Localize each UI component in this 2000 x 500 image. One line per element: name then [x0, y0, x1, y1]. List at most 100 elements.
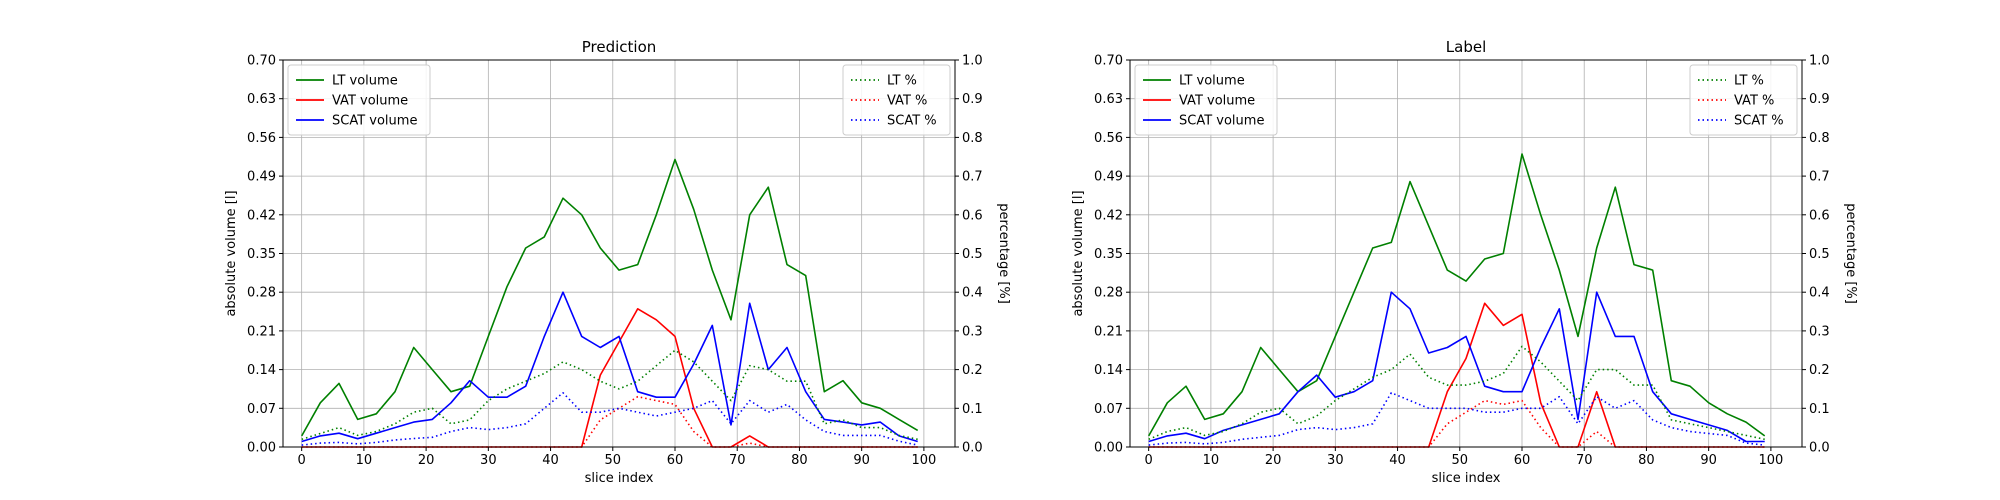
y2-tick-label: 0.6 [1809, 208, 1830, 223]
y2-tick-label: 1.0 [962, 54, 983, 69]
y-tick-label: 0.42 [1094, 208, 1123, 223]
x-tick-label: 30 [480, 453, 497, 468]
y2-tick-label: 0.1 [962, 402, 983, 417]
series-line-scat-volume [1148, 291, 1765, 443]
y-tick-label: 0.00 [1094, 441, 1123, 456]
x-tick-label: 0 [298, 453, 306, 468]
y-tick-label: 0.00 [247, 441, 276, 456]
series-group [301, 158, 919, 448]
x-tick-label: 80 [1638, 453, 1655, 468]
y2-tick-label: 0.5 [1809, 247, 1830, 262]
x-tick-label: 70 [1576, 453, 1593, 468]
y-tick-label: 0.56 [247, 131, 276, 146]
y-tick-label: 0.42 [247, 208, 276, 223]
y2-tick-label: 0.1 [1809, 402, 1830, 417]
y-tick-label: 0.14 [1094, 363, 1123, 378]
series-line-lt-volume [1148, 153, 1766, 437]
x-tick-label: 100 [911, 453, 936, 468]
legend-label: VAT % [1734, 94, 1774, 109]
series-line-lt-volume [301, 158, 919, 437]
legend-box [842, 64, 951, 136]
legend-label: LT % [1734, 74, 1764, 89]
x-tick-label: 50 [1452, 453, 1469, 468]
legend-box [287, 64, 431, 136]
y-tick-label: 0.35 [1094, 247, 1123, 262]
y-tick-label: 0.07 [1094, 402, 1123, 417]
legend-label: VAT volume [332, 94, 408, 109]
x-tick-label: 60 [667, 453, 684, 468]
x-axis-label: slice index [1432, 471, 1501, 486]
y-tick-label: 0.14 [247, 363, 276, 378]
y2-tick-label: 0.5 [962, 247, 983, 262]
x-tick-label: 60 [1514, 453, 1531, 468]
series-line-vat [1148, 399, 1765, 448]
legend-left: LT volume VAT volume SCAT volume [287, 64, 431, 136]
x-tick-label: 20 [418, 453, 435, 468]
y2-tick-label: 0.2 [1809, 363, 1830, 378]
y-tick-label: 0.63 [247, 92, 276, 107]
x-tick-label: 70 [729, 453, 746, 468]
legend-label: LT % [887, 74, 917, 89]
y2-tick-label: 0.7 [962, 170, 983, 185]
x-tick-label: 0 [1145, 453, 1153, 468]
series-group [1148, 153, 1766, 448]
legend-label: VAT % [887, 94, 927, 109]
legend-label: VAT volume [1179, 94, 1255, 109]
x-tick-label: 40 [1389, 453, 1406, 468]
y2-tick-label: 0.9 [962, 92, 983, 107]
y2-axis-label: percentage [%] [996, 203, 1011, 304]
x-tick-label: 10 [1203, 453, 1220, 468]
y2-tick-label: 0.2 [962, 363, 983, 378]
chart-panel-2: 0 10 20 30 40 50 60 70 80 90 100 0.00 0.07 0.14 0.21 0.… [1071, 38, 1858, 486]
y-tick-label: 0.70 [1094, 54, 1123, 69]
x-tick-label: 100 [1758, 453, 1783, 468]
x-axis-label: slice index [585, 471, 654, 486]
y2-tick-label: 0.3 [962, 324, 983, 339]
y-tick-label: 0.63 [1094, 92, 1123, 107]
y-tick-label: 0.28 [247, 286, 276, 301]
y2-tick-label: 0.6 [962, 208, 983, 223]
chart-title: Label [1446, 38, 1486, 56]
y-axis-label: absolute volume [l] [224, 190, 239, 316]
legend-label: SCAT % [887, 114, 937, 129]
y-tick-label: 0.35 [247, 247, 276, 262]
y-axis-label: absolute volume [l] [1071, 190, 1086, 316]
chart-title: Prediction [582, 38, 657, 56]
y-tick-label: 0.07 [247, 402, 276, 417]
y-tick-label: 0.28 [1094, 286, 1123, 301]
legend-label: SCAT % [1734, 114, 1784, 129]
y2-tick-label: 0.3 [1809, 324, 1830, 339]
legend-box [1689, 64, 1798, 136]
legend-right: LT % VAT % SCAT % [1689, 64, 1798, 136]
x-tick-label: 10 [356, 453, 373, 468]
legend-label: SCAT volume [1179, 114, 1264, 129]
series-line-lt [1148, 345, 1765, 441]
y2-tick-label: 0.8 [962, 131, 983, 146]
series-line-scat [1148, 392, 1765, 446]
series-line-scat [301, 392, 918, 446]
legend-left: LT volume VAT volume SCAT volume [1134, 64, 1278, 136]
y2-tick-label: 0.4 [962, 286, 983, 301]
legend-label: LT volume [332, 74, 398, 89]
x-tick-label: 30 [1327, 453, 1344, 468]
y-tick-label: 0.21 [1094, 324, 1123, 339]
x-tick-label: 40 [542, 453, 559, 468]
x-tick-label: 20 [1265, 453, 1282, 468]
legend-right: LT % VAT % SCAT % [842, 64, 951, 136]
y2-tick-label: 0.4 [1809, 286, 1830, 301]
y2-tick-label: 1.0 [1809, 54, 1830, 69]
y-tick-label: 0.21 [247, 324, 276, 339]
y-tick-label: 0.49 [247, 170, 276, 185]
legend-label: LT volume [1179, 74, 1245, 89]
y-tick-label: 0.70 [247, 54, 276, 69]
legend-box [1134, 64, 1278, 136]
y-tick-label: 0.49 [1094, 170, 1123, 185]
x-tick-label: 90 [1700, 453, 1717, 468]
y2-tick-label: 0.7 [1809, 170, 1830, 185]
series-line-vat [301, 395, 918, 448]
y-tick-label: 0.56 [1094, 131, 1123, 146]
x-tick-label: 50 [605, 453, 622, 468]
y2-tick-label: 0.0 [1809, 441, 1830, 456]
y2-tick-label: 0.0 [962, 441, 983, 456]
